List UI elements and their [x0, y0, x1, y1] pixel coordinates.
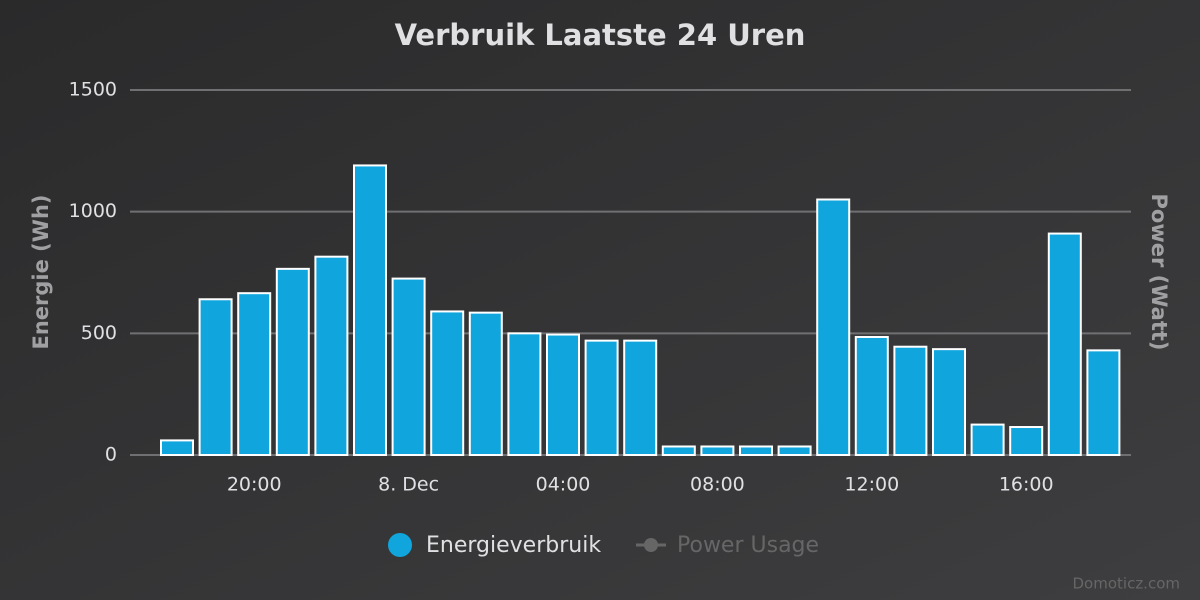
bar — [816, 198, 851, 456]
y-tick-label: 0 — [105, 444, 117, 466]
bar — [430, 310, 465, 456]
bar — [932, 348, 966, 456]
y-tick-label: 500 — [81, 322, 117, 344]
bar — [623, 339, 658, 456]
bar — [237, 292, 272, 456]
bar — [1047, 232, 1082, 456]
legend-symbol — [388, 533, 412, 557]
bar — [1009, 426, 1044, 456]
bar — [584, 339, 619, 456]
bar — [661, 445, 696, 457]
bar — [468, 311, 503, 456]
x-tick-label: 8. Dec — [378, 474, 439, 496]
bar — [353, 164, 387, 457]
bar — [1086, 349, 1121, 456]
chart-title: Verbruik Laatste 24 Uren — [395, 18, 806, 52]
bar — [507, 332, 542, 457]
bar — [777, 445, 812, 457]
x-tick-label: 16:00 — [999, 474, 1054, 496]
x-tick-label: 08:00 — [690, 474, 745, 496]
y2-axis-title: Power (Watt) — [1147, 194, 1171, 351]
y-tick-label: 1000 — [69, 200, 117, 222]
legend-item[interactable]: Energieverbruik — [388, 533, 601, 558]
bar — [198, 298, 233, 456]
y-tick-label: 1500 — [69, 79, 117, 101]
bar — [970, 423, 1005, 457]
legend-item[interactable]: Power Usage — [636, 533, 819, 558]
x-tick-label: 12:00 — [844, 474, 899, 496]
bar — [700, 445, 735, 457]
credits: Domoticz.com — [1073, 575, 1181, 593]
y-axis-title: Energie (Wh) — [29, 195, 53, 350]
legend-label[interactable]: Power Usage — [677, 533, 819, 558]
bar — [391, 277, 426, 457]
bar — [893, 345, 928, 457]
bar — [546, 333, 580, 456]
bar — [739, 445, 773, 457]
bar — [314, 255, 349, 456]
legend-label[interactable]: Energieverbruik — [426, 533, 601, 558]
x-tick-label: 20:00 — [227, 474, 282, 496]
bar — [854, 335, 889, 457]
bar — [160, 439, 194, 456]
legend-symbol — [644, 538, 658, 552]
bar — [275, 267, 310, 456]
x-tick-label: 04:00 — [536, 474, 591, 496]
